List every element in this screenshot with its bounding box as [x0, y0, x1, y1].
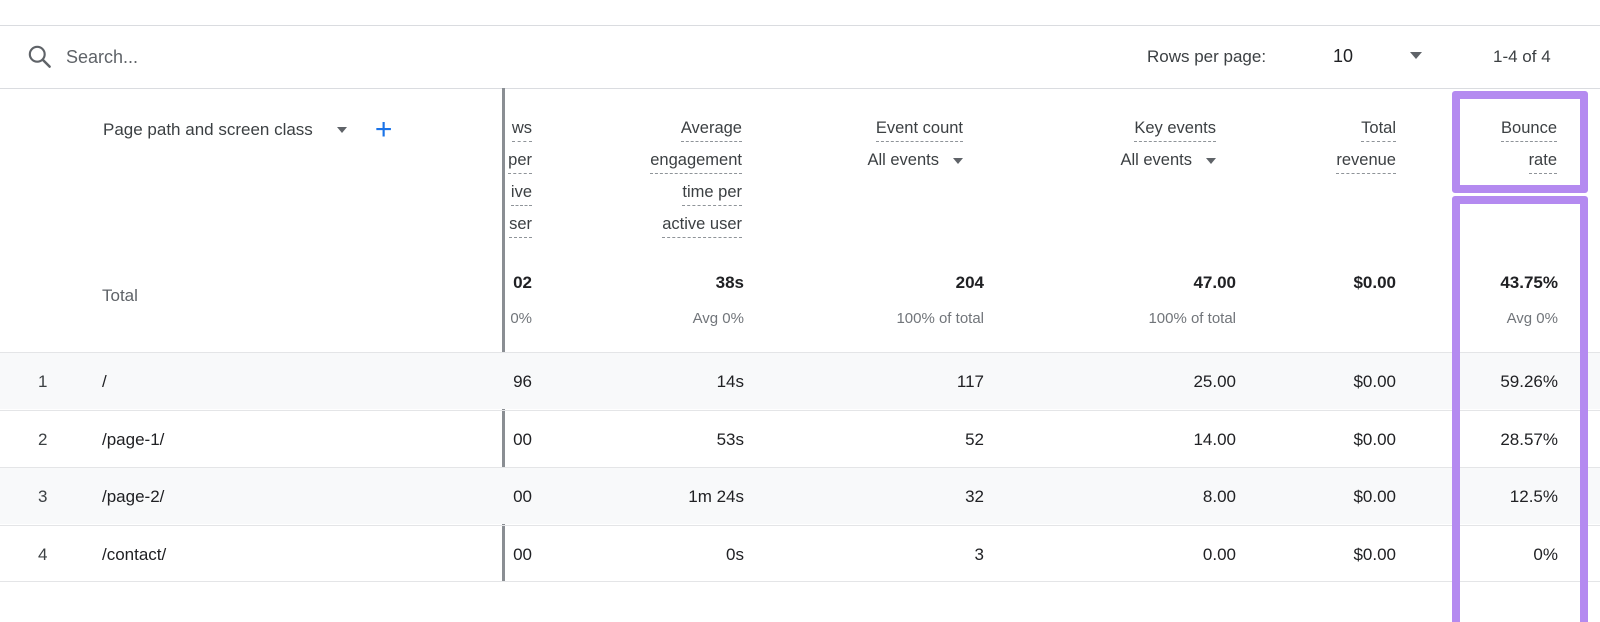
row-key-events: 14.00 [1193, 430, 1236, 449]
header-title: Key events [1134, 118, 1216, 142]
header-line: Average [680, 118, 742, 142]
totals-event-count-sub: 100% of total [896, 310, 984, 327]
header-line: rate [1528, 150, 1557, 174]
row-views: 96 [513, 372, 532, 391]
totals-engagement-value: 38s [715, 273, 744, 292]
header-line: active user [662, 214, 742, 238]
row-index: 3 [38, 487, 48, 506]
row-index: 2 [38, 430, 48, 449]
row-index: 4 [38, 545, 48, 564]
row-page-path: / [102, 372, 107, 391]
column-header-bounce-rate: Bounce rate [1501, 118, 1557, 182]
row-engagement: 1m 24s [688, 487, 744, 506]
totals-key-events: 47.00 100% of total [1148, 272, 1236, 328]
column-header-key-events: Key events All events [1120, 118, 1216, 170]
search-icon [28, 45, 51, 68]
totals-event-count-value: 204 [955, 273, 984, 292]
totals-bounce-rate-value: 43.75% [1500, 273, 1558, 292]
toolbar-bottom-divider [0, 88, 1600, 89]
row-revenue: $0.00 [1353, 545, 1396, 564]
column-header-event-count: Event count All events [867, 118, 963, 170]
add-dimension-button[interactable]: + [374, 113, 393, 146]
row-engagement: 53s [716, 430, 744, 449]
dimension-chevron-down-icon[interactable] [336, 127, 347, 133]
totals-key-events-sub: 100% of total [1148, 310, 1236, 327]
totals-revenue-value: $0.00 [1353, 273, 1396, 292]
row-bounce-rate: 12.5% [1509, 487, 1558, 506]
row-views: 00 [513, 545, 532, 564]
rows-per-page-chevron-down-icon[interactable] [1410, 52, 1422, 59]
key-events-filter-label: All events [1120, 151, 1192, 169]
dimension-header-control[interactable]: Page path and screen class + [103, 113, 393, 146]
totals-row-label: Total [102, 286, 138, 305]
column-header-avg-engagement-time: Average engagement time per active user [650, 118, 742, 246]
column-header-total-revenue: Total revenue [1336, 118, 1396, 182]
row-event-count: 117 [956, 372, 984, 391]
row-engagement: 14s [716, 372, 744, 391]
toolbar-top-divider [0, 25, 1600, 26]
dimension-header-label: Page path and screen class [103, 120, 313, 139]
event-count-filter-chevron-down-icon [953, 157, 963, 164]
totals-engagement: 38s Avg 0% [693, 272, 744, 328]
row-event-count: 3 [974, 545, 984, 564]
row-key-events: 8.00 [1202, 487, 1236, 506]
header-line: time per [682, 182, 742, 206]
totals-engagement-sub: Avg 0% [692, 310, 744, 327]
header-line: Total [1361, 118, 1396, 142]
row-bounce-rate: 59.26% [1500, 372, 1558, 391]
key-events-filter-chevron-down-icon [1206, 157, 1216, 164]
row-bounce-rate: 0% [1533, 545, 1558, 564]
column-resize-divider[interactable] [502, 88, 505, 582]
table-row: 1 / 96 14s 117 25.00 $0.00 59.26% [0, 352, 1600, 409]
table-row: 3 /page-2/ 00 1m 24s 32 8.00 $0.00 12.5% [0, 467, 1600, 524]
totals-key-events-value: 47.00 [1193, 273, 1236, 292]
pagination-range: 1-4 of 4 [1493, 47, 1551, 66]
row-engagement: 0s [726, 545, 744, 564]
totals-bounce-rate-sub: Avg 0% [1506, 310, 1558, 327]
header-title: Event count [875, 118, 963, 142]
row-views: 00 [513, 430, 532, 449]
totals-views-sub: 0% [510, 310, 532, 327]
header-line: per [508, 150, 532, 174]
header-line: engagement [650, 150, 742, 174]
row-event-count: 32 [965, 487, 984, 506]
column-header-views-clipped: ws per ive ser [508, 118, 532, 246]
row-revenue: $0.00 [1353, 430, 1396, 449]
totals-views: 02 0% [510, 272, 532, 328]
rows-per-page-label: Rows per page: [1147, 47, 1267, 66]
table-row: 2 /page-1/ 00 53s 52 14.00 $0.00 28.57% [0, 410, 1600, 467]
key-events-filter-dropdown[interactable]: All events [1120, 150, 1216, 170]
rows-per-page-value[interactable]: 10 [1333, 46, 1354, 66]
row-views: 00 [513, 487, 532, 506]
row-key-events: 25.00 [1193, 372, 1236, 391]
row-page-path: /contact/ [102, 545, 167, 564]
search-input[interactable] [66, 39, 706, 75]
totals-views-value: 02 [513, 273, 532, 292]
header-line: ive [510, 182, 532, 206]
totals-revenue: $0.00 [1353, 272, 1396, 294]
row-page-path: /page-1/ [102, 430, 165, 449]
row-index: 1 [38, 372, 48, 391]
row-event-count: 52 [965, 430, 984, 449]
totals-event-count: 204 100% of total [896, 272, 984, 328]
header-line: revenue [1336, 150, 1396, 174]
totals-bounce-rate: 43.75% Avg 0% [1500, 272, 1558, 328]
row-bounce-rate: 28.57% [1500, 430, 1558, 449]
event-count-filter-label: All events [867, 151, 939, 169]
header-line: Bounce [1501, 118, 1557, 142]
row-page-path: /page-2/ [102, 487, 165, 506]
row-revenue: $0.00 [1353, 372, 1396, 391]
event-count-filter-dropdown[interactable]: All events [867, 150, 963, 170]
row-revenue: $0.00 [1353, 487, 1396, 506]
table-row: 4 /contact/ 00 0s 3 0.00 $0.00 0% [0, 525, 1600, 582]
header-line: ws [511, 118, 532, 142]
header-line: ser [509, 214, 532, 238]
row-key-events: 0.00 [1202, 545, 1236, 564]
